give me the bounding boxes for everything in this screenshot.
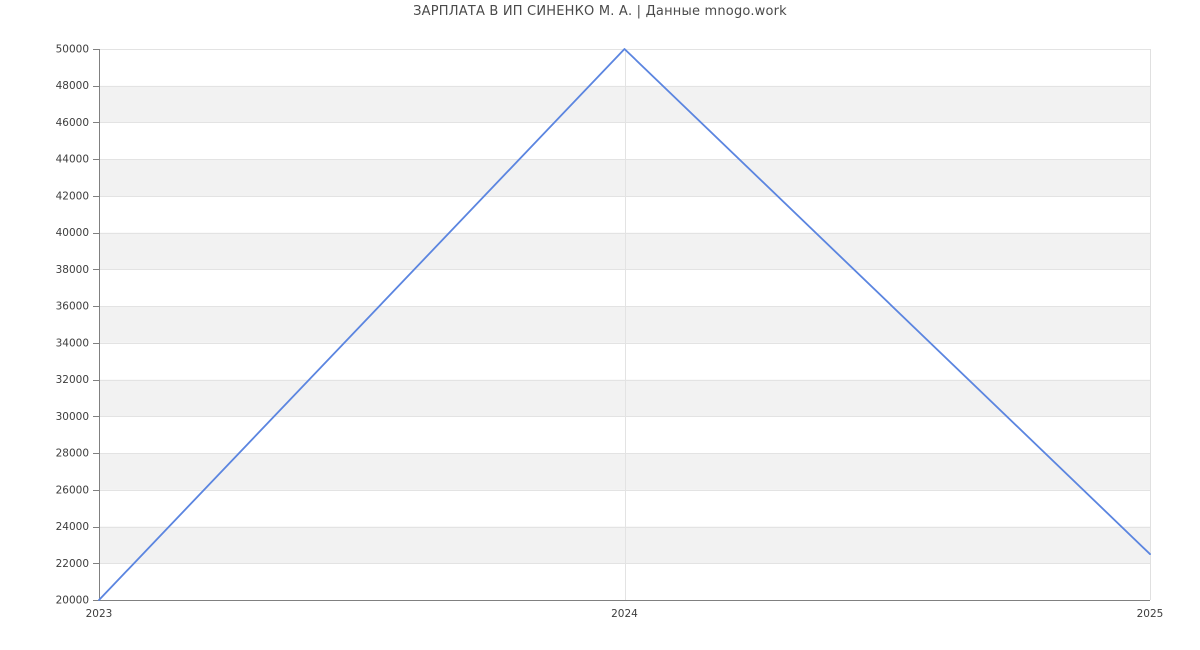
- y-tick-label: 24000: [56, 521, 89, 533]
- plot-band: [99, 526, 1150, 564]
- y-tick-label: 46000: [56, 117, 89, 129]
- chart-title: ЗАРПЛАТА В ИП СИНЕНКО М. А. | Данные mno…: [413, 4, 787, 19]
- data-line-salary: [98, 48, 1151, 601]
- x-tick-label: 2023: [86, 608, 113, 620]
- y-tick-label: 36000: [56, 301, 89, 313]
- y-tick-label: 44000: [56, 154, 89, 166]
- y-tick-label: 30000: [56, 411, 89, 423]
- x-tick-label: 2024: [611, 608, 638, 620]
- plot-band: [99, 453, 1150, 490]
- y-tick-label: 50000: [56, 44, 89, 56]
- y-tick-label: 40000: [56, 227, 89, 239]
- plot-band: [99, 306, 1150, 343]
- y-tick-label: 26000: [56, 484, 89, 496]
- plot-band: [99, 85, 1150, 123]
- y-tick-label: 38000: [56, 264, 89, 276]
- plot-band: [99, 232, 1150, 270]
- plot-band: [99, 159, 1150, 196]
- x-tick-label: 2025: [1137, 608, 1164, 620]
- y-tick-label: 48000: [56, 80, 89, 92]
- y-tick-label: 42000: [56, 190, 89, 202]
- y-tick-label: 34000: [56, 337, 89, 349]
- y-tick-label: 20000: [56, 595, 89, 607]
- y-tick-label: 28000: [56, 448, 89, 460]
- y-tick-label: 22000: [56, 558, 89, 570]
- y-tick-label: 32000: [56, 374, 89, 386]
- plot-band: [99, 379, 1150, 417]
